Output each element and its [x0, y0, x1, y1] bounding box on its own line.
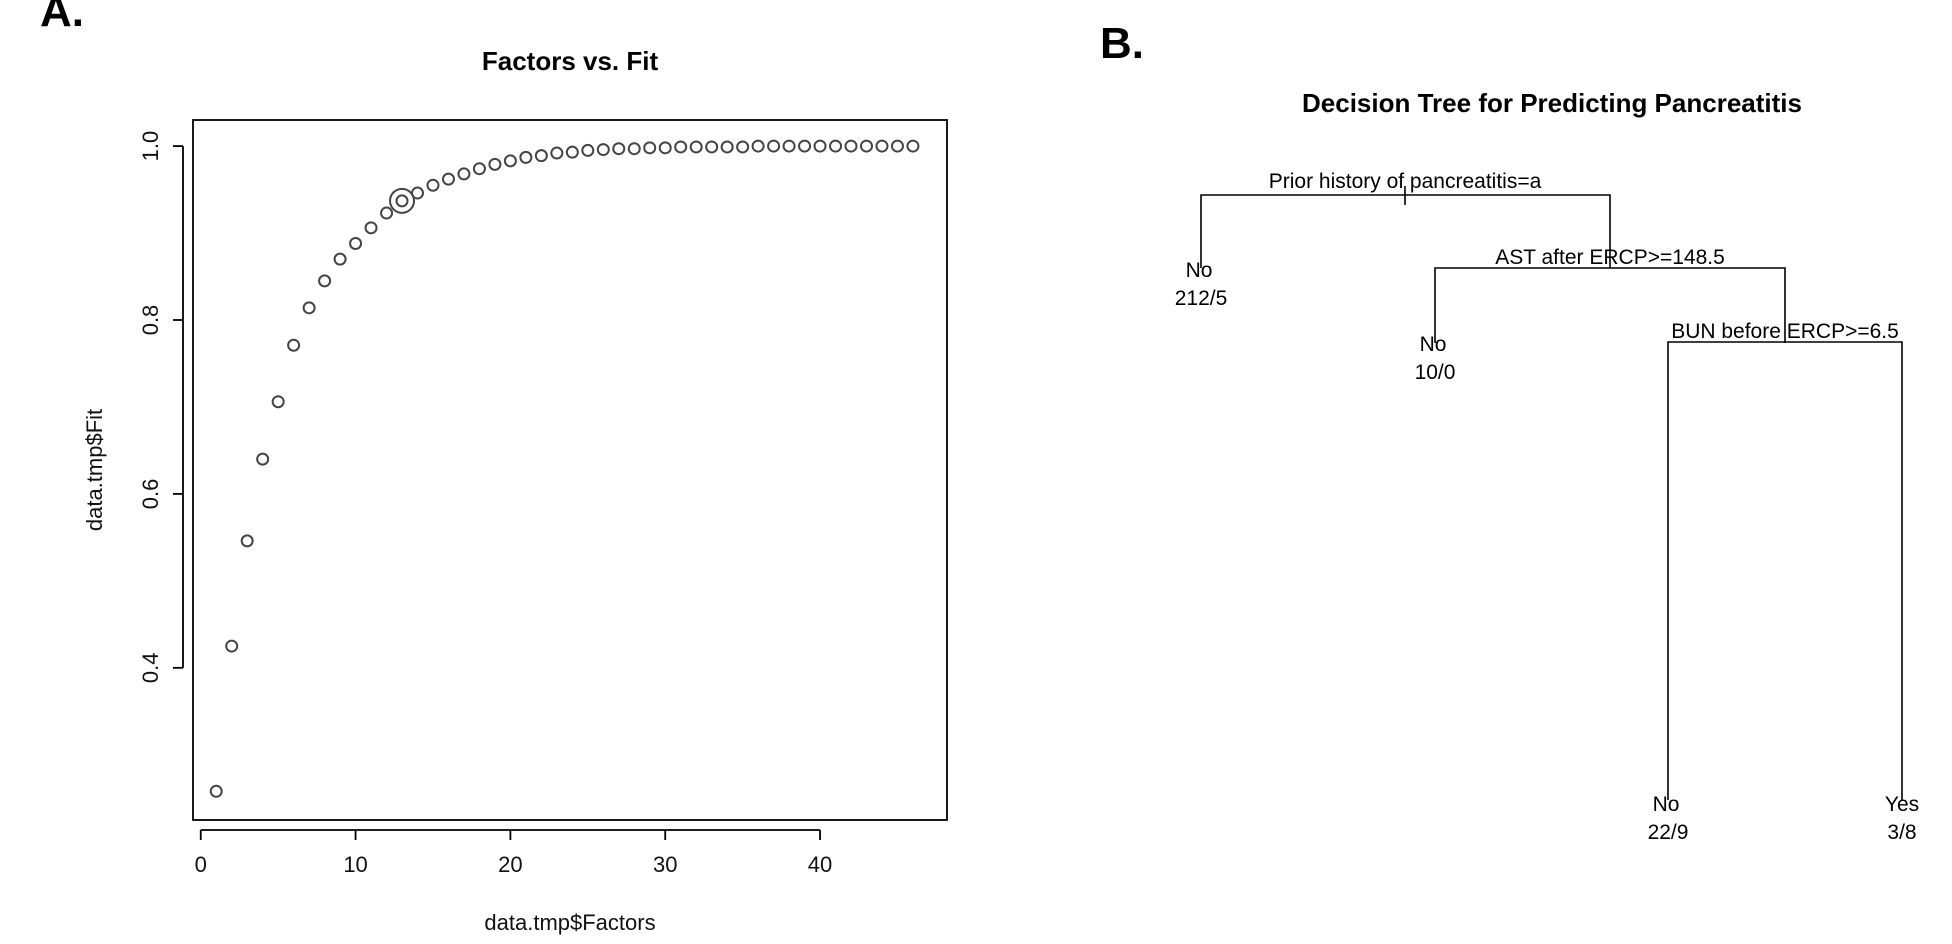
scatter-point [798, 139, 812, 153]
tree-leaf-label: No [1186, 259, 1213, 282]
scatter-point [380, 206, 394, 220]
panel-label-b: B. [1100, 19, 1144, 68]
scatter-point [829, 139, 843, 153]
scatter-point [503, 154, 517, 168]
scatter-point [612, 142, 626, 156]
y-tick-label: 0.8 [138, 305, 163, 336]
scatter-point [751, 139, 765, 153]
scatter-point [581, 143, 595, 157]
x-tick-label: 30 [653, 852, 677, 877]
scatter-point [813, 139, 827, 153]
scatter-point [875, 139, 889, 153]
panel-label-a: A. [40, 0, 84, 36]
scatter-title: Factors vs. Fit [482, 46, 659, 76]
x-tick-label: 40 [808, 852, 832, 877]
scatter-point [674, 140, 688, 154]
x-tick-label: 10 [343, 852, 367, 877]
scatter-highlight-ring [389, 187, 416, 214]
scatter-point [658, 141, 672, 155]
scatter-point [240, 534, 254, 548]
scatter-point [705, 140, 719, 154]
tree-title: Decision Tree for Predicting Pancreatiti… [1302, 88, 1802, 118]
tree-leaf-counts: 22/9 [1648, 821, 1689, 844]
tree-branches [1200, 186, 1903, 800]
tree-split-label: AST after ERCP>=148.5 [1495, 246, 1725, 269]
scatter-point [627, 142, 641, 156]
scatter-point [364, 221, 378, 235]
scatter-point [333, 252, 347, 266]
y-tick-label: 1.0 [138, 131, 163, 162]
scatter-point [287, 338, 301, 352]
scatter-point [318, 274, 332, 288]
scatter-point [349, 236, 363, 250]
scatter-point [519, 150, 533, 164]
tree-leaf-counts: 3/8 [1887, 821, 1916, 844]
scatter-point [782, 139, 796, 153]
scatter-point [689, 140, 703, 154]
y-tick-label: 0.4 [138, 653, 163, 684]
scatter-point [426, 178, 440, 192]
scatter-point [302, 301, 316, 315]
tree-leaf-label: No [1420, 333, 1447, 356]
scatter-point [736, 140, 750, 154]
tree-leaf-counts: 10/0 [1415, 361, 1456, 384]
scatter-y-axis-label: data.tmp$Fit [82, 409, 107, 531]
tree-leaf-counts: 212/5 [1175, 287, 1228, 310]
tree-leaf-label: Yes [1885, 793, 1919, 816]
scatter-point [256, 452, 270, 466]
scatter-point [395, 194, 409, 208]
scatter-y-axis: 0.4 0.6 0.8 1.0 [138, 131, 184, 684]
x-tick-label: 20 [498, 852, 522, 877]
scatter-point [225, 639, 239, 653]
scatter-point [596, 143, 610, 157]
scatter-point [844, 139, 858, 153]
scatter-plot-box [192, 119, 948, 821]
scatter-point [906, 139, 920, 153]
scatter-point [209, 784, 223, 798]
tree-branch-bun [1667, 341, 1903, 800]
scatter-point [565, 145, 579, 159]
scatter-point [550, 146, 564, 160]
scatter-point [890, 139, 904, 153]
scatter-point [441, 172, 455, 186]
tree-branch-ast [1434, 267, 1786, 343]
tree-split-label: Prior history of pancreatitis=a [1269, 170, 1542, 193]
scatter-point [643, 141, 657, 155]
scatter-point [720, 140, 734, 154]
scatter-point [457, 167, 471, 181]
scatter-point [534, 149, 548, 163]
x-tick-label: 0 [195, 852, 207, 877]
tree-leaf-label: No [1653, 793, 1680, 816]
scatter-point [859, 139, 873, 153]
scatter-point [767, 139, 781, 153]
y-tick-label: 0.6 [138, 479, 163, 510]
scatter-point [472, 162, 486, 176]
tree-split-label: BUN before ERCP>=6.5 [1671, 320, 1899, 343]
scatter-point [271, 395, 285, 409]
scatter-x-axis: 0 10 20 30 40 [195, 829, 832, 877]
scatter-point [488, 157, 502, 171]
scatter-x-axis-label: data.tmp$Factors [484, 910, 655, 935]
scatter-points [209, 139, 920, 798]
